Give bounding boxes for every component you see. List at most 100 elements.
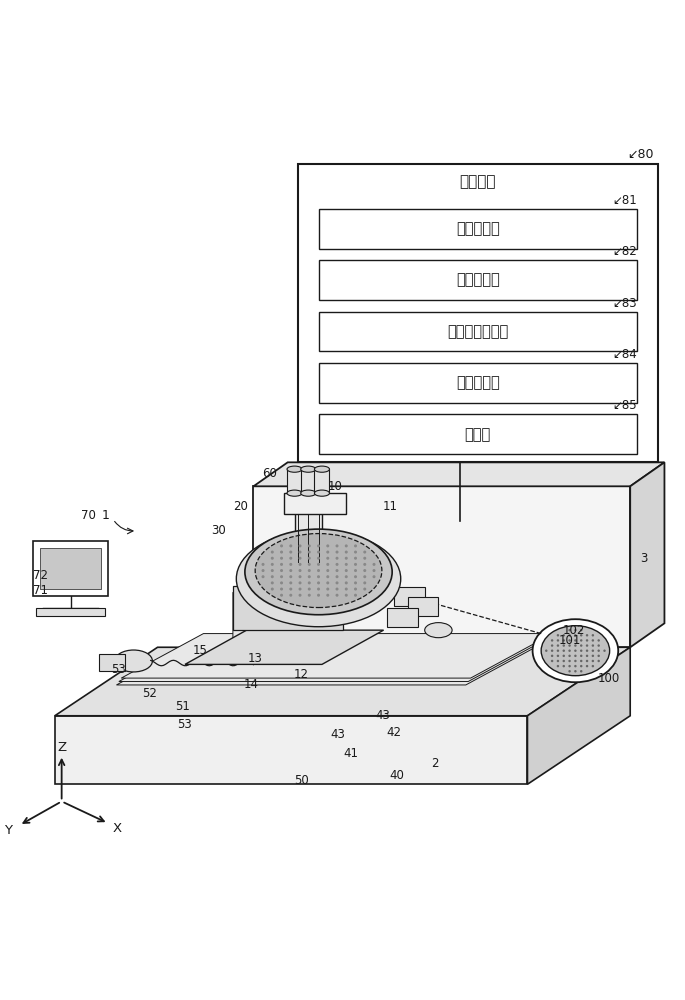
Circle shape: [363, 588, 366, 591]
Circle shape: [569, 660, 571, 662]
Ellipse shape: [533, 619, 618, 682]
Circle shape: [354, 594, 357, 597]
Circle shape: [562, 660, 565, 662]
Circle shape: [280, 569, 283, 572]
Ellipse shape: [541, 626, 610, 676]
Circle shape: [562, 639, 565, 642]
Polygon shape: [301, 469, 316, 493]
Polygon shape: [185, 630, 384, 664]
Circle shape: [326, 551, 329, 554]
Text: 合格与否判定部: 合格与否判定部: [447, 324, 508, 339]
Circle shape: [345, 594, 348, 597]
Circle shape: [592, 644, 594, 647]
Circle shape: [280, 581, 283, 584]
Circle shape: [299, 551, 301, 554]
Circle shape: [289, 588, 292, 591]
Circle shape: [289, 551, 292, 554]
Circle shape: [336, 544, 338, 547]
Circle shape: [363, 563, 366, 566]
Circle shape: [580, 655, 582, 657]
Ellipse shape: [301, 490, 316, 496]
Circle shape: [262, 569, 264, 572]
Ellipse shape: [245, 529, 392, 615]
Circle shape: [308, 588, 311, 591]
Ellipse shape: [314, 466, 329, 472]
Text: 100: 100: [597, 672, 619, 685]
Text: ↙82: ↙82: [612, 245, 637, 258]
Circle shape: [574, 660, 577, 662]
Circle shape: [317, 569, 320, 572]
Circle shape: [299, 594, 301, 597]
Circle shape: [317, 575, 320, 578]
Text: 15: 15: [193, 644, 208, 657]
Polygon shape: [116, 640, 548, 685]
Circle shape: [354, 557, 357, 560]
Text: 信号同步部: 信号同步部: [456, 273, 499, 288]
Circle shape: [289, 581, 292, 584]
Circle shape: [551, 660, 553, 662]
Circle shape: [586, 639, 588, 642]
Text: 14: 14: [243, 678, 258, 691]
Ellipse shape: [255, 534, 382, 608]
Circle shape: [280, 557, 283, 560]
Circle shape: [557, 639, 559, 642]
Circle shape: [345, 581, 348, 584]
Circle shape: [562, 665, 565, 667]
Text: 72: 72: [33, 569, 48, 582]
Circle shape: [299, 581, 301, 584]
Circle shape: [299, 569, 301, 572]
Circle shape: [592, 660, 594, 662]
Text: X: X: [113, 822, 122, 835]
Circle shape: [317, 551, 320, 554]
Circle shape: [289, 557, 292, 560]
Text: 51: 51: [175, 700, 190, 713]
Circle shape: [336, 563, 338, 566]
Circle shape: [317, 544, 320, 547]
Circle shape: [336, 575, 338, 578]
Ellipse shape: [425, 623, 452, 638]
Circle shape: [562, 649, 565, 652]
Circle shape: [308, 594, 311, 597]
Text: ↙80: ↙80: [627, 148, 654, 161]
Circle shape: [597, 649, 600, 652]
Text: ↙84: ↙84: [612, 348, 637, 361]
Ellipse shape: [314, 490, 329, 496]
Text: 20: 20: [233, 500, 248, 513]
Circle shape: [557, 649, 559, 652]
Circle shape: [592, 639, 594, 642]
Circle shape: [317, 563, 320, 566]
Ellipse shape: [301, 466, 316, 472]
Circle shape: [592, 634, 594, 637]
Circle shape: [280, 575, 283, 578]
Circle shape: [574, 670, 577, 672]
Circle shape: [308, 575, 311, 578]
Circle shape: [557, 665, 559, 667]
Circle shape: [551, 649, 553, 652]
Circle shape: [317, 581, 320, 584]
Circle shape: [603, 649, 606, 652]
Polygon shape: [55, 647, 630, 716]
Circle shape: [345, 563, 348, 566]
Circle shape: [586, 634, 588, 637]
Text: 52: 52: [142, 687, 158, 700]
Bar: [319, 209, 637, 249]
Circle shape: [545, 649, 547, 652]
Circle shape: [354, 569, 357, 572]
Circle shape: [262, 575, 264, 578]
Circle shape: [551, 655, 553, 657]
Circle shape: [289, 563, 292, 566]
Circle shape: [271, 575, 274, 578]
Circle shape: [557, 644, 559, 647]
Polygon shape: [119, 637, 551, 682]
Circle shape: [308, 551, 311, 554]
Text: 记录部: 记录部: [464, 427, 491, 442]
Circle shape: [551, 639, 553, 642]
Circle shape: [308, 569, 311, 572]
Circle shape: [326, 557, 329, 560]
Circle shape: [345, 557, 348, 560]
Circle shape: [580, 649, 582, 652]
Ellipse shape: [287, 466, 302, 472]
Circle shape: [326, 581, 329, 584]
Circle shape: [569, 665, 571, 667]
Polygon shape: [394, 587, 425, 606]
